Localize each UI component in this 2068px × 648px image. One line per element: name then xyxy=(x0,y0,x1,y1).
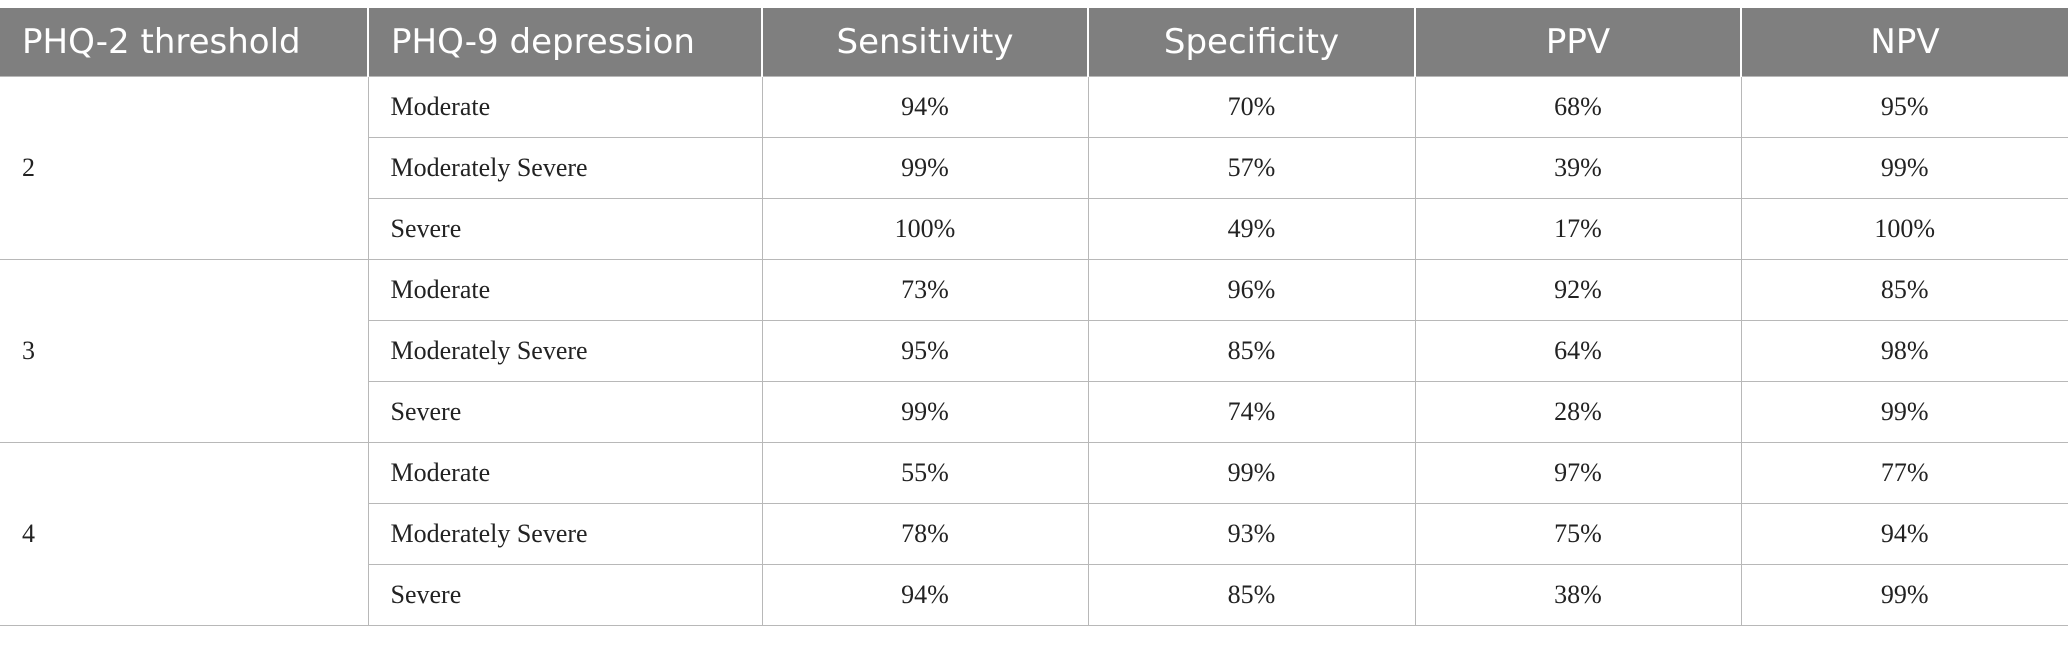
table-row: Severe 94% 85% 38% 99% xyxy=(0,564,2068,626)
table-row: Moderately Severe 78% 93% 75% 94% xyxy=(0,503,2068,565)
depression-level-cell: Moderately Severe xyxy=(368,137,763,199)
npv-cell: 98% xyxy=(1740,320,2068,382)
threshold-cell: 2 xyxy=(0,76,369,260)
npv-cell: 99% xyxy=(1740,137,2068,199)
ppv-cell: 28% xyxy=(1414,381,1742,443)
header-sensitivity: Sensitivity xyxy=(762,8,1089,77)
sensitivity-cell: 99% xyxy=(761,381,1089,443)
table-row: 2 Moderate 94% 70% 68% 95% xyxy=(0,76,2068,260)
depression-level-cell: Severe xyxy=(368,381,763,443)
sensitivity-cell: 99% xyxy=(761,137,1089,199)
table-row: 4 Moderate 55% 99% 97% 77% xyxy=(0,442,2068,626)
header-ppv: PPV xyxy=(1415,8,1742,77)
npv-cell: 99% xyxy=(1740,381,2068,443)
table-header: PHQ-2 threshold PHQ-9 depression Sensiti… xyxy=(0,8,2068,77)
depression-level-cell: Moderate xyxy=(367,76,763,138)
sensitivity-cell: 94% xyxy=(761,76,1089,138)
table-row: Moderately Severe 95% 85% 64% 98% xyxy=(0,320,2068,382)
npv-cell: 94% xyxy=(1740,503,2068,565)
header-phq2-threshold: PHQ-2 threshold xyxy=(0,8,369,77)
depression-level-cell: Moderate xyxy=(367,259,763,321)
ppv-cell: 17% xyxy=(1414,198,1742,260)
depression-level-cell: Severe xyxy=(368,564,763,626)
specificity-cell: 74% xyxy=(1087,381,1416,443)
npv-cell: 95% xyxy=(1740,76,2068,138)
sensitivity-cell: 55% xyxy=(761,442,1089,504)
header-row: PHQ-2 threshold PHQ-9 depression Sensiti… xyxy=(0,8,2068,77)
header-npv: NPV xyxy=(1741,8,2068,77)
table-row: Moderately Severe 99% 57% 39% 99% xyxy=(0,137,2068,199)
ppv-cell: 39% xyxy=(1414,137,1742,199)
specificity-cell: 96% xyxy=(1087,259,1416,321)
depression-level-cell: Moderate xyxy=(367,442,763,504)
depression-level-cell: Severe xyxy=(368,198,763,260)
header-specificity: Specificity xyxy=(1088,8,1416,77)
ppv-cell: 92% xyxy=(1414,259,1742,321)
specificity-cell: 57% xyxy=(1087,137,1416,199)
npv-cell: 77% xyxy=(1740,442,2068,504)
ppv-cell: 75% xyxy=(1414,503,1742,565)
npv-cell: 100% xyxy=(1740,198,2068,260)
threshold-cell: 3 xyxy=(0,259,369,443)
specificity-cell: 85% xyxy=(1087,564,1416,626)
sensitivity-cell: 73% xyxy=(761,259,1089,321)
sensitivity-cell: 100% xyxy=(761,198,1089,260)
ppv-cell: 68% xyxy=(1414,76,1742,138)
results-table: PHQ-2 threshold PHQ-9 depression Sensiti… xyxy=(0,8,2068,626)
specificity-cell: 49% xyxy=(1087,198,1416,260)
table-body: 2 Moderate 94% 70% 68% 95% Moderately Se… xyxy=(0,76,2068,626)
npv-cell: 85% xyxy=(1740,259,2068,321)
sensitivity-cell: 95% xyxy=(761,320,1089,382)
ppv-cell: 38% xyxy=(1414,564,1742,626)
sensitivity-cell: 94% xyxy=(761,564,1089,626)
npv-cell: 99% xyxy=(1740,564,2068,626)
table-row: Severe 100% 49% 17% 100% xyxy=(0,198,2068,260)
ppv-cell: 64% xyxy=(1414,320,1742,382)
specificity-cell: 85% xyxy=(1087,320,1416,382)
specificity-cell: 70% xyxy=(1087,76,1416,138)
specificity-cell: 99% xyxy=(1087,442,1416,504)
depression-level-cell: Moderately Severe xyxy=(368,320,763,382)
depression-level-cell: Moderately Severe xyxy=(368,503,763,565)
specificity-cell: 93% xyxy=(1087,503,1416,565)
sensitivity-cell: 78% xyxy=(761,503,1089,565)
ppv-cell: 97% xyxy=(1414,442,1742,504)
results-table-container: PHQ-2 threshold PHQ-9 depression Sensiti… xyxy=(0,8,2068,626)
header-phq9-depression: PHQ-9 depression xyxy=(368,8,763,77)
threshold-cell: 4 xyxy=(0,442,369,626)
table-row: 3 Moderate 73% 96% 92% 85% xyxy=(0,259,2068,443)
